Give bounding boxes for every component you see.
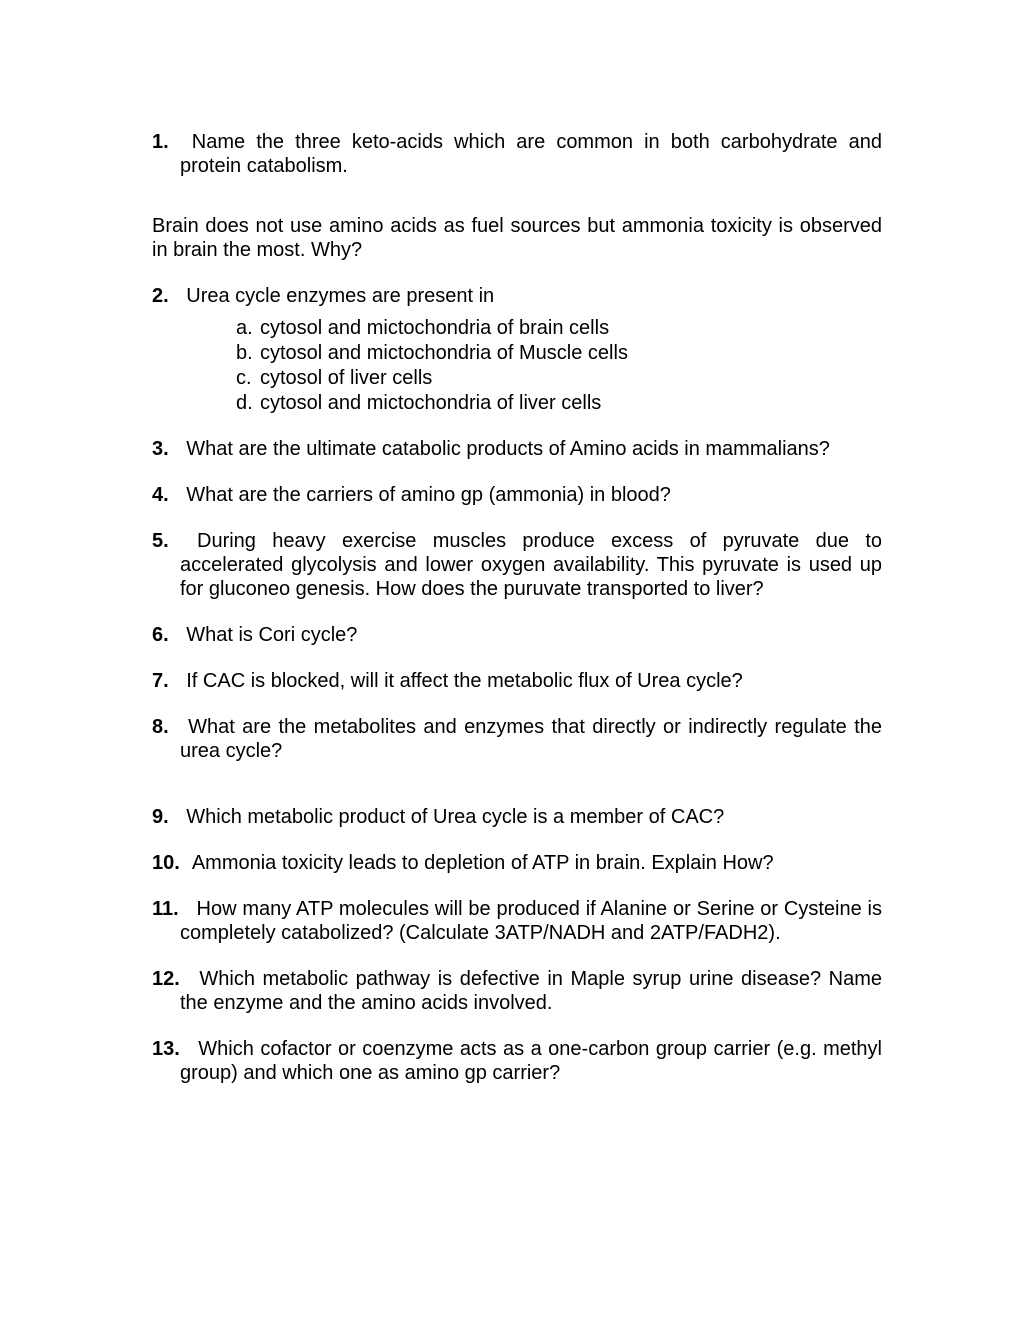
standalone-question: Brain does not use amino acids as fuel s…	[152, 214, 882, 262]
question-text: If CAC is blocked, will it affect the me…	[186, 670, 743, 692]
question-12: 12. Which metabolic pathway is defective…	[152, 967, 882, 1015]
question-text: Name the three keto-acids which are comm…	[180, 131, 882, 177]
option-c: c.cytosol of liver cells	[236, 366, 882, 390]
question-5: 5. During heavy exercise muscles produce…	[152, 529, 882, 601]
question-number: 5.	[152, 530, 181, 552]
option-text: cytosol and mictochondria of brain cells	[260, 317, 609, 339]
question-13: 13. Which cofactor or coenzyme acts as a…	[152, 1037, 882, 1085]
question-text: What are the carriers of amino gp (ammon…	[186, 484, 671, 506]
question-3: 3. What are the ultimate catabolic produ…	[152, 437, 882, 461]
question-number: 2.	[152, 285, 181, 307]
question-text: Which metabolic product of Urea cycle is…	[186, 806, 724, 828]
option-text: cytosol and mictochondria of liver cells	[260, 392, 601, 414]
question-text: Urea cycle enzymes are present in	[186, 285, 494, 307]
question-number: 1.	[152, 131, 181, 153]
option-label: b.	[236, 341, 260, 365]
question-2: 2. Urea cycle enzymes are present in	[152, 284, 882, 308]
option-label: c.	[236, 366, 260, 390]
question-text: During heavy exercise muscles produce ex…	[180, 530, 882, 600]
question-text: What is Cori cycle?	[186, 624, 357, 646]
question-1: 1. Name the three keto-acids which are c…	[152, 130, 882, 178]
question-number: 4.	[152, 484, 181, 506]
question-number: 11.	[152, 898, 191, 920]
question-text: Ammonia toxicity leads to depletion of A…	[192, 852, 774, 874]
question-text: What are the metabolites and enzymes tha…	[180, 716, 882, 762]
option-label: d.	[236, 391, 260, 415]
option-label: a.	[236, 316, 260, 340]
question-text: Which metabolic pathway is defective in …	[180, 968, 882, 1014]
option-text: cytosol of liver cells	[260, 367, 432, 389]
question-7: 7. If CAC is blocked, will it affect the…	[152, 669, 882, 693]
option-a: a.cytosol and mictochondria of brain cel…	[236, 316, 882, 340]
question-2-options: a.cytosol and mictochondria of brain cel…	[236, 316, 882, 415]
question-number: 8.	[152, 716, 181, 738]
option-text: cytosol and mictochondria of Muscle cell…	[260, 342, 628, 364]
option-d: d.cytosol and mictochondria of liver cel…	[236, 391, 882, 415]
question-4: 4. What are the carriers of amino gp (am…	[152, 483, 882, 507]
question-8: 8. What are the metabolites and enzymes …	[152, 715, 882, 763]
question-number: 13.	[152, 1038, 192, 1060]
question-number: 7.	[152, 670, 181, 692]
option-b: b.cytosol and mictochondria of Muscle ce…	[236, 341, 882, 365]
question-text: Which cofactor or coenzyme acts as a one…	[180, 1038, 882, 1084]
question-9: 9. Which metabolic product of Urea cycle…	[152, 805, 882, 829]
question-6: 6. What is Cori cycle?	[152, 623, 882, 647]
question-text: How many ATP molecules will be produced …	[180, 898, 882, 944]
question-number: 6.	[152, 624, 181, 646]
question-10: 10.Ammonia toxicity leads to depletion o…	[152, 851, 882, 875]
question-number: 3.	[152, 438, 181, 460]
question-number: 9.	[152, 806, 181, 828]
question-text: What are the ultimate catabolic products…	[186, 438, 830, 460]
question-11: 11. How many ATP molecules will be produ…	[152, 897, 882, 945]
question-number: 12.	[152, 968, 192, 990]
question-number: 10.	[152, 852, 192, 874]
